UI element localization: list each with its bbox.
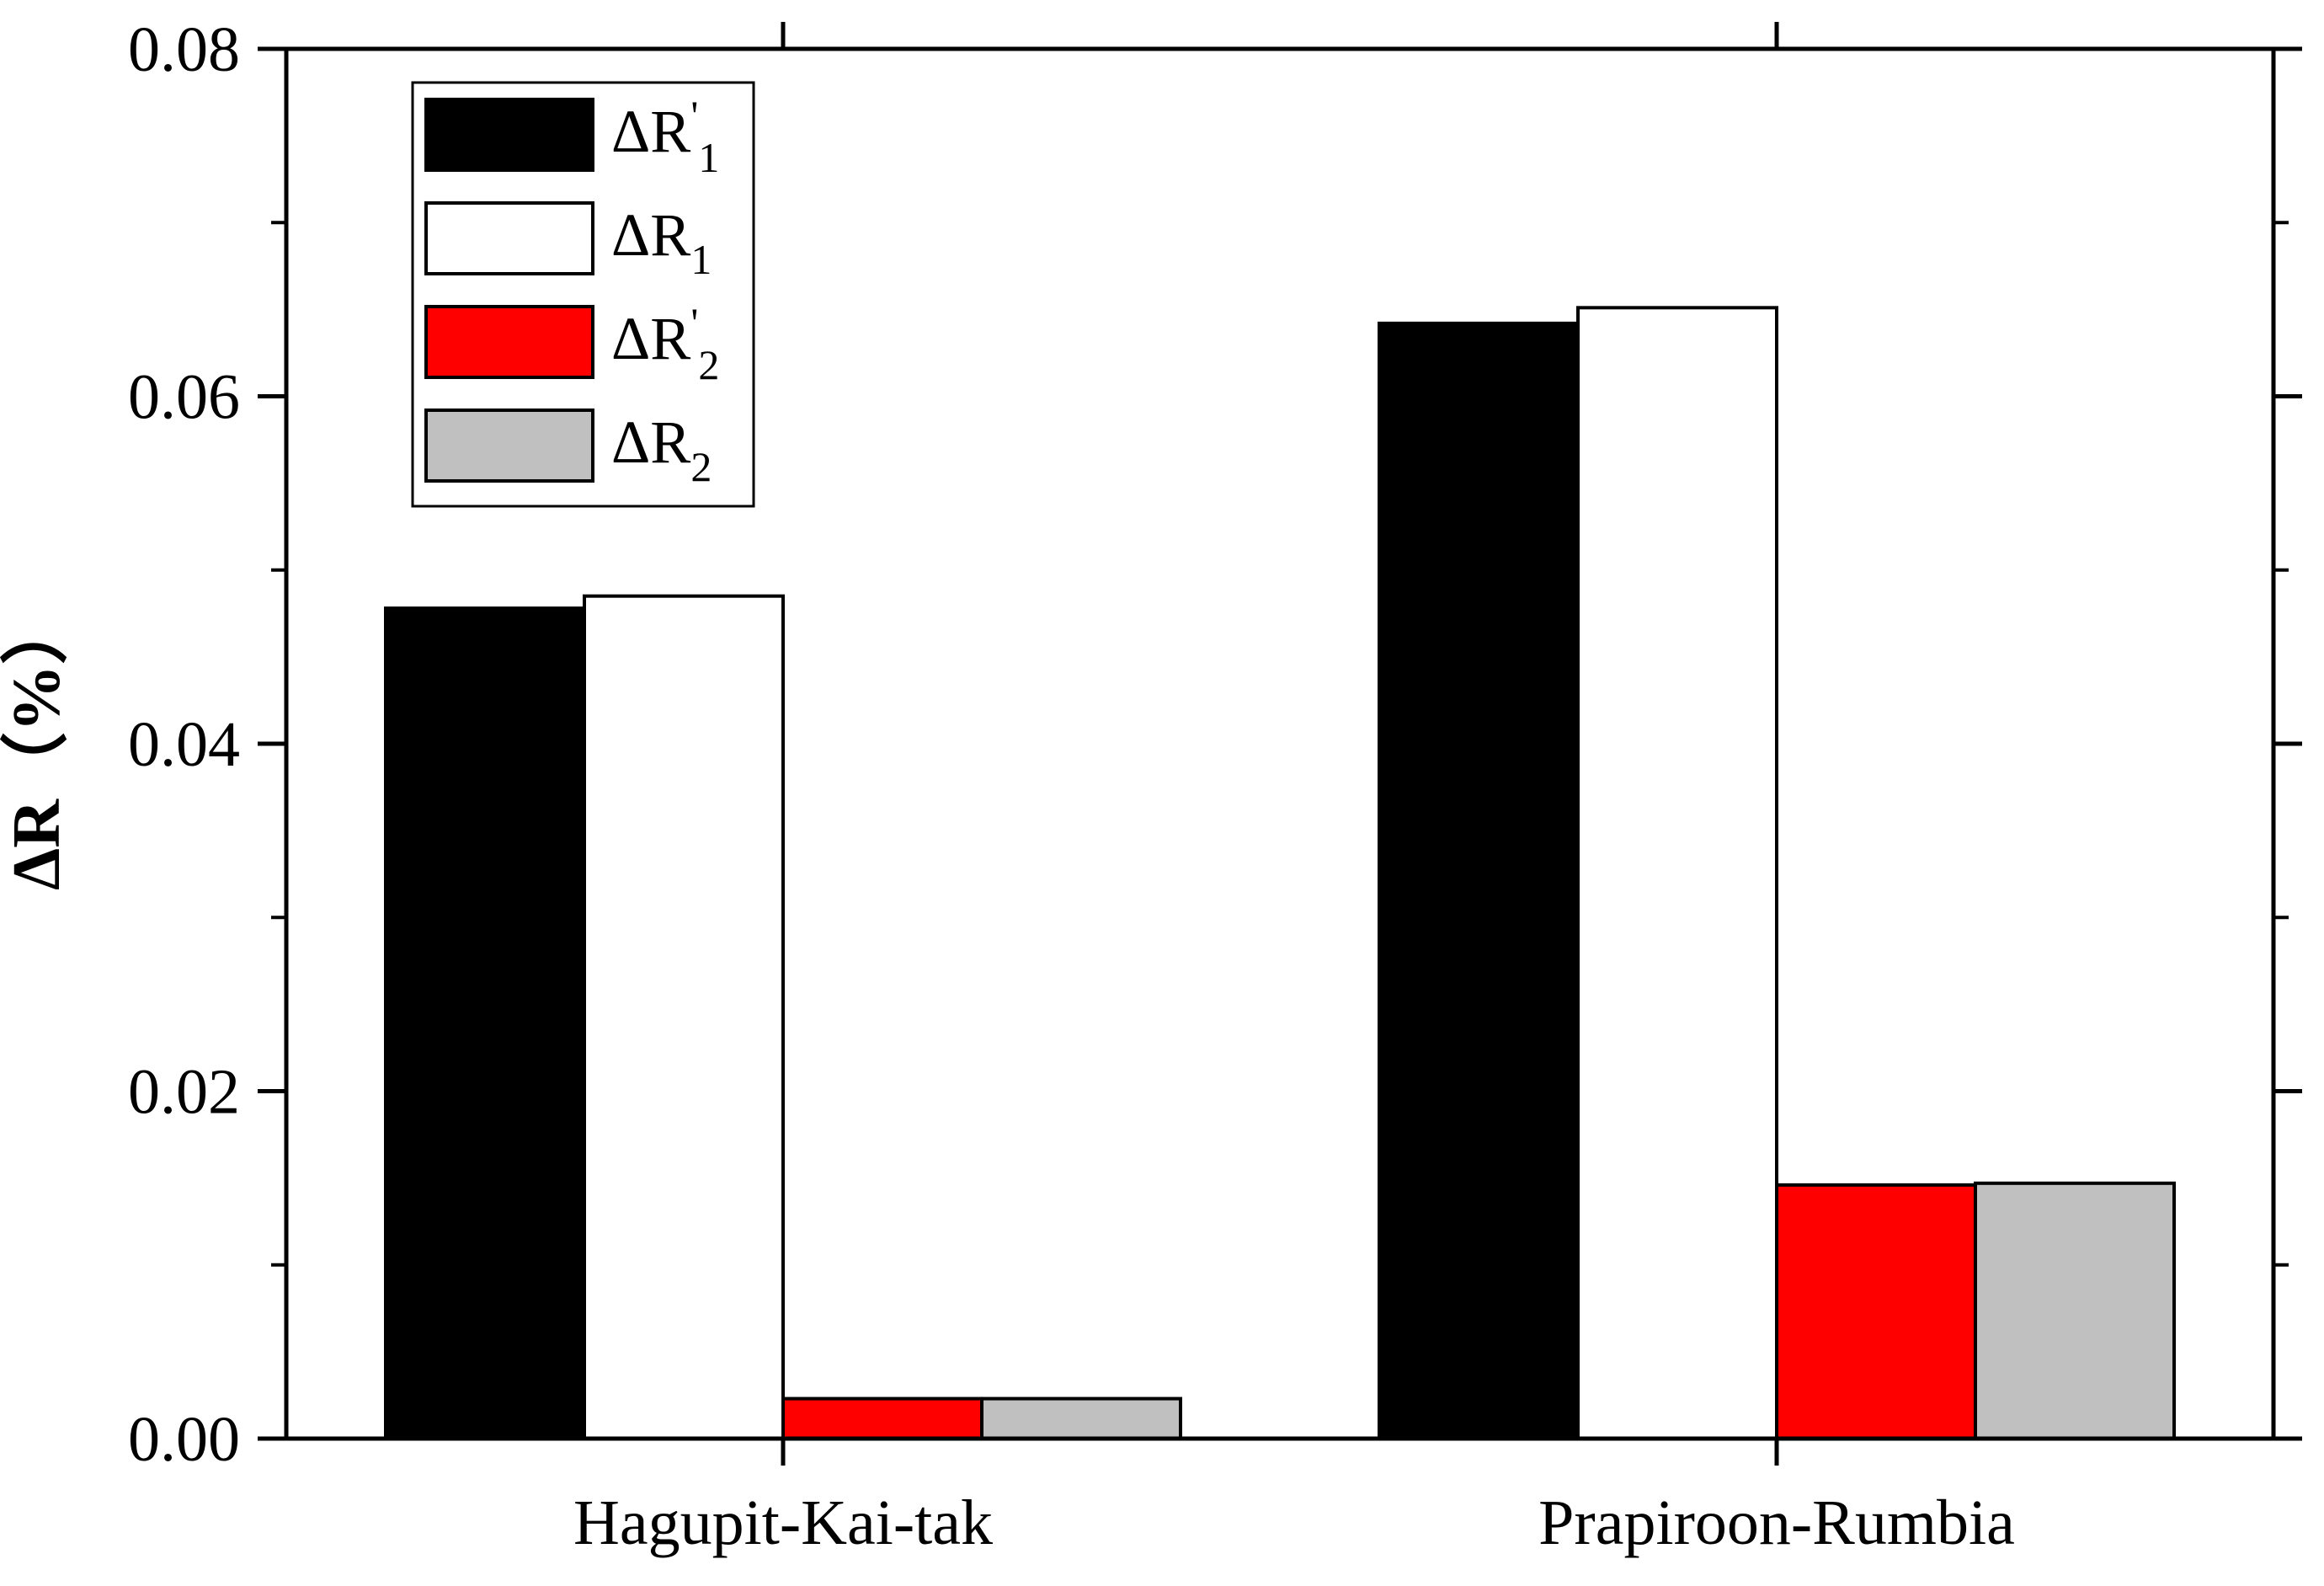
bars-layer <box>384 306 2176 1440</box>
bar-2-1 <box>583 594 785 1440</box>
legend: ΔR'1 ΔR1 ΔR'2 ΔR2 <box>411 81 755 508</box>
legend-label-2: ΔR1 <box>611 201 712 283</box>
bar-4-1 <box>980 1396 1182 1440</box>
y-axis-title: ΔR（%） <box>0 597 74 890</box>
bar-4-2 <box>1974 1181 2176 1440</box>
y-tick-label: 0.06 <box>128 362 240 433</box>
bar-2-2 <box>1576 306 1778 1440</box>
x-axis-ticks: Hagupit-Kai-tak Prapiroon-Rumbia <box>573 22 2015 1558</box>
legend-label-4: ΔR2 <box>611 409 712 490</box>
bar-1-1 <box>384 606 586 1440</box>
legend-swatch-3 <box>424 305 594 379</box>
x-tick-label: Prapiroon-Rumbia <box>1538 1487 2015 1558</box>
legend-swatch-2 <box>424 201 594 275</box>
legend-label-1: ΔR'1 <box>611 92 719 181</box>
y-tick-label: 0.02 <box>128 1057 240 1128</box>
y-tick-label: 0.04 <box>128 709 240 780</box>
y-axis-ticks: 0.00 0.02 0.04 0.06 0.08 <box>128 14 2302 1475</box>
y-tick-label: 0.08 <box>128 14 240 85</box>
x-tick-label: Hagupit-Kai-tak <box>573 1487 993 1558</box>
legend-swatch-1 <box>424 98 594 172</box>
y-tick-label: 0.00 <box>128 1404 240 1475</box>
bar-1-2 <box>1378 321 1580 1440</box>
legend-swatch-4 <box>424 409 594 483</box>
bar-3-1 <box>781 1396 983 1440</box>
legend-label-3: ΔR'2 <box>611 299 719 388</box>
bar-3-2 <box>1775 1183 1977 1440</box>
